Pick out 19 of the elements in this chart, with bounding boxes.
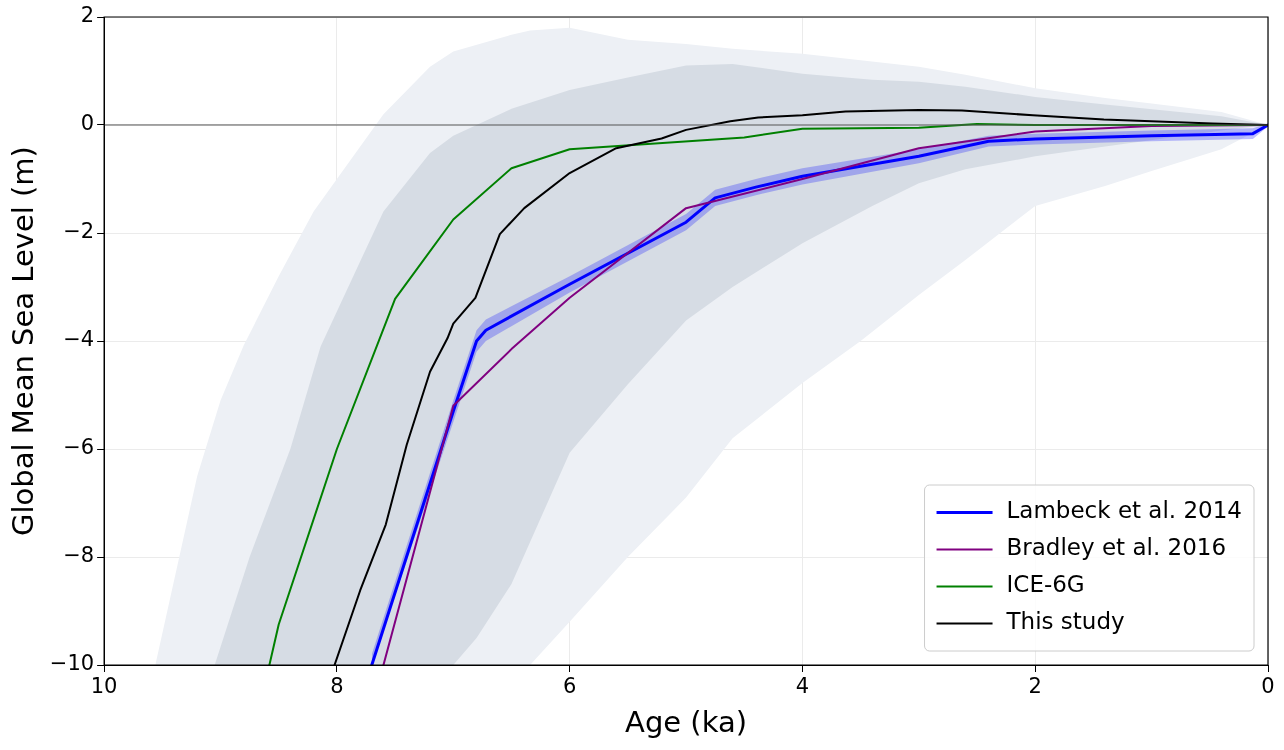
y-tick-label: 0 [80,111,95,136]
y-tick-label: −2 [63,219,95,244]
legend-label: This study [1005,608,1125,635]
y-tick-label: −4 [63,327,95,352]
y-tick-label: −8 [63,543,95,568]
legend-label: Lambeck et al. 2014 [1006,497,1243,524]
x-tick-label: 6 [562,674,577,699]
y-axis-title: Global Mean Sea Level (m) [5,146,40,536]
x-tick-label: 10 [90,674,118,699]
x-tick-label: 4 [795,674,810,699]
legend-label: Bradley et al. 2016 [1006,534,1227,561]
x-axis-title: Age (ka) [625,705,748,740]
y-tick-label: −10 [49,651,95,676]
y-tick-label: −6 [63,435,95,460]
y-tick-label: 2 [80,3,95,28]
legend-label: ICE-6G [1006,571,1085,598]
x-tick-label: 8 [330,674,344,699]
x-tick-label: 0 [1261,674,1275,699]
x-tick-label: 2 [1028,674,1042,699]
